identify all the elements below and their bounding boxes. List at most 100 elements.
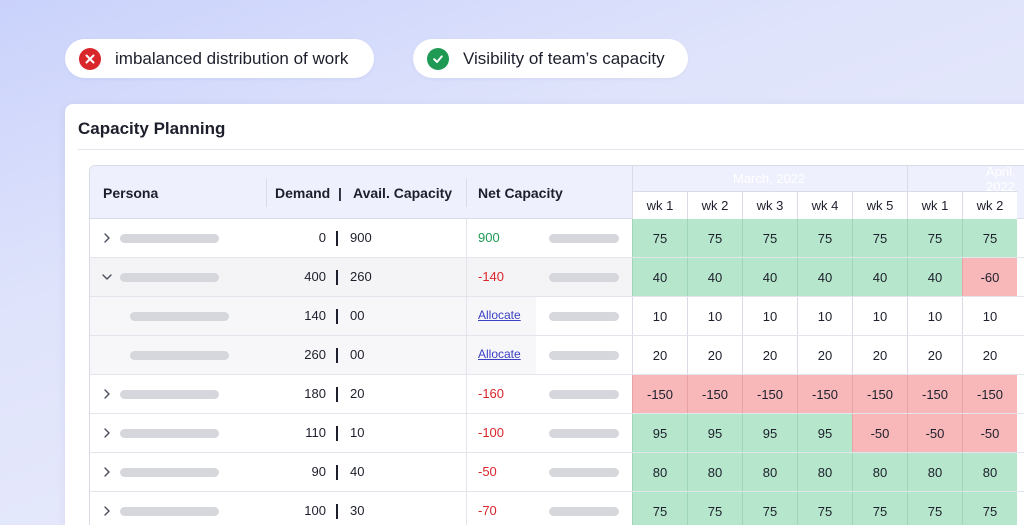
week-label: wk 1 — [907, 192, 962, 219]
week-capacity-cell[interactable]: 80 — [742, 453, 797, 491]
week-capacity-cell[interactable]: 10 — [852, 297, 907, 335]
table-row[interactable]: 100 30 -70 75 75 75 75 75 75 75 — [90, 492, 1024, 525]
week-capacity-cell[interactable]: 75 — [687, 492, 742, 525]
net-capacity-placeholder — [549, 468, 619, 477]
week-capacity-cell[interactable]: 80 — [797, 453, 852, 491]
month-label: April, 2022 — [907, 166, 1017, 194]
month-label: March, 2022 — [632, 166, 907, 192]
week-capacity-cell[interactable]: 75 — [797, 219, 852, 257]
week-capacity-cell[interactable]: -50 — [962, 414, 1017, 452]
week-capacity-cell[interactable]: 80 — [632, 453, 687, 491]
header-avail-capacity[interactable]: Avail. Capacity — [353, 184, 453, 201]
week-capacity-cell[interactable]: 20 — [797, 336, 852, 374]
week-capacity-cell[interactable]: 20 — [962, 336, 1017, 374]
benefit-pill-label: Visibility of team’s capacity — [463, 48, 665, 68]
week-capacity-cell[interactable]: 75 — [907, 219, 962, 257]
avail-capacity-value: 00 — [350, 347, 365, 362]
table-row[interactable]: 140 00 Allocate 10 10 10 10 10 10 10 — [90, 297, 1024, 336]
week-capacity-cell[interactable]: 75 — [907, 492, 962, 525]
week-capacity-cell[interactable]: 75 — [687, 219, 742, 257]
value-separator — [336, 309, 338, 324]
week-capacity-cell[interactable]: -150 — [907, 375, 962, 413]
chevron-right-icon[interactable] — [101, 466, 113, 478]
week-capacity-cell[interactable]: 95 — [742, 414, 797, 452]
week-capacity-cell[interactable]: 10 — [962, 297, 1017, 335]
week-capacity-cell[interactable]: 80 — [852, 453, 907, 491]
table-row[interactable]: 110 10 -100 95 95 95 95 -50 -50 -50 — [90, 414, 1024, 453]
column-divider — [466, 453, 467, 491]
week-capacity-cell[interactable]: 10 — [742, 297, 797, 335]
week-capacity-cell[interactable]: -150 — [632, 375, 687, 413]
chevron-right-icon[interactable] — [101, 388, 113, 400]
close-icon — [79, 47, 101, 70]
week-capacity-cell[interactable]: 75 — [797, 492, 852, 525]
week-capacity-cell[interactable]: 95 — [632, 414, 687, 452]
value-separator — [336, 270, 338, 285]
week-capacity-cell[interactable]: 10 — [907, 297, 962, 335]
table-row[interactable]: 90 40 -50 80 80 80 80 80 80 80 — [90, 453, 1024, 492]
week-capacity-cell[interactable]: -150 — [797, 375, 852, 413]
week-capacity-cell[interactable]: -150 — [742, 375, 797, 413]
week-capacity-cell[interactable]: 75 — [852, 492, 907, 525]
demand-value: 100 — [304, 503, 326, 518]
table-row[interactable]: 260 00 Allocate 20 20 20 20 20 20 20 — [90, 336, 1024, 375]
week-capacity-cell[interactable]: 40 — [797, 258, 852, 296]
week-capacity-cell[interactable]: 40 — [632, 258, 687, 296]
persona-name-placeholder — [120, 234, 219, 243]
week-capacity-cell[interactable]: 75 — [742, 219, 797, 257]
week-capacity-cell[interactable]: 40 — [907, 258, 962, 296]
week-capacity-cell[interactable]: 75 — [632, 219, 687, 257]
week-capacity-cell[interactable]: 10 — [632, 297, 687, 335]
week-capacity-cell[interactable]: 20 — [742, 336, 797, 374]
week-capacity-cell[interactable]: 80 — [962, 453, 1017, 491]
week-capacity-cell[interactable]: -150 — [687, 375, 742, 413]
avail-capacity-value: 30 — [350, 503, 365, 518]
week-capacity-cell[interactable]: 75 — [852, 219, 907, 257]
week-capacity-cell[interactable]: 20 — [632, 336, 687, 374]
week-capacity-cell[interactable]: 75 — [632, 492, 687, 525]
table-row[interactable]: 400 260 -140 40 40 40 40 40 40 -60 — [90, 258, 1024, 297]
week-capacity-cell[interactable]: 20 — [907, 336, 962, 374]
chevron-right-icon[interactable] — [101, 232, 113, 244]
header-persona[interactable]: Persona — [103, 184, 159, 201]
week-capacity-cell[interactable]: 40 — [742, 258, 797, 296]
allocate-link[interactable]: Allocate — [478, 347, 521, 361]
table-row[interactable]: 180 20 -160 -150 -150 -150 -150 -150 -150 -150 — [90, 375, 1024, 414]
chevron-right-icon[interactable] — [101, 427, 113, 439]
week-capacity-cell[interactable]: -150 — [852, 375, 907, 413]
persona-name-placeholder — [120, 507, 219, 516]
timeline-header: March, 2022 April, 2022 wk 1 wk 2 wk 3 wk 4 wk… — [632, 166, 1024, 219]
week-capacity-cell[interactable]: 80 — [907, 453, 962, 491]
header-demand[interactable]: Demand — [275, 184, 331, 201]
week-capacity-cell[interactable]: 95 — [687, 414, 742, 452]
net-capacity-value: -100 — [478, 425, 505, 440]
week-capacity-cell[interactable]: 10 — [687, 297, 742, 335]
table-row[interactable]: 0 900 900 75 75 75 75 75 75 75 — [90, 219, 1024, 258]
week-capacity-cell[interactable]: 75 — [962, 492, 1017, 525]
week-capacity-cell[interactable]: 80 — [687, 453, 742, 491]
value-separator — [336, 387, 338, 402]
persona-name-placeholder — [120, 429, 219, 438]
week-capacity-cell[interactable]: 20 — [687, 336, 742, 374]
header-divider — [266, 179, 267, 207]
net-capacity-placeholder — [549, 390, 619, 399]
week-capacity-cell[interactable]: 95 — [797, 414, 852, 452]
week-capacity-cell[interactable]: 40 — [852, 258, 907, 296]
chevron-down-icon[interactable] — [101, 271, 113, 283]
week-capacity-cell[interactable]: 10 — [797, 297, 852, 335]
week-capacity-cell[interactable]: -50 — [907, 414, 962, 452]
net-capacity-placeholder — [549, 429, 619, 438]
week-capacity-cell[interactable]: 75 — [742, 492, 797, 525]
persona-name-placeholder — [120, 390, 219, 399]
avail-capacity-value: 20 — [350, 386, 365, 401]
week-capacity-cell[interactable]: 40 — [687, 258, 742, 296]
week-capacity-cell[interactable]: 75 — [962, 219, 1017, 257]
header-net-capacity[interactable]: Net Capacity — [478, 184, 563, 201]
chevron-right-icon[interactable] — [101, 505, 113, 517]
row-summary: 110 10 -100 — [90, 414, 632, 452]
week-capacity-cell[interactable]: 20 — [852, 336, 907, 374]
week-capacity-cell[interactable]: -150 — [962, 375, 1017, 413]
week-capacity-cell[interactable]: -50 — [852, 414, 907, 452]
allocate-link[interactable]: Allocate — [478, 308, 521, 322]
week-capacity-cell[interactable]: -60 — [962, 258, 1017, 296]
